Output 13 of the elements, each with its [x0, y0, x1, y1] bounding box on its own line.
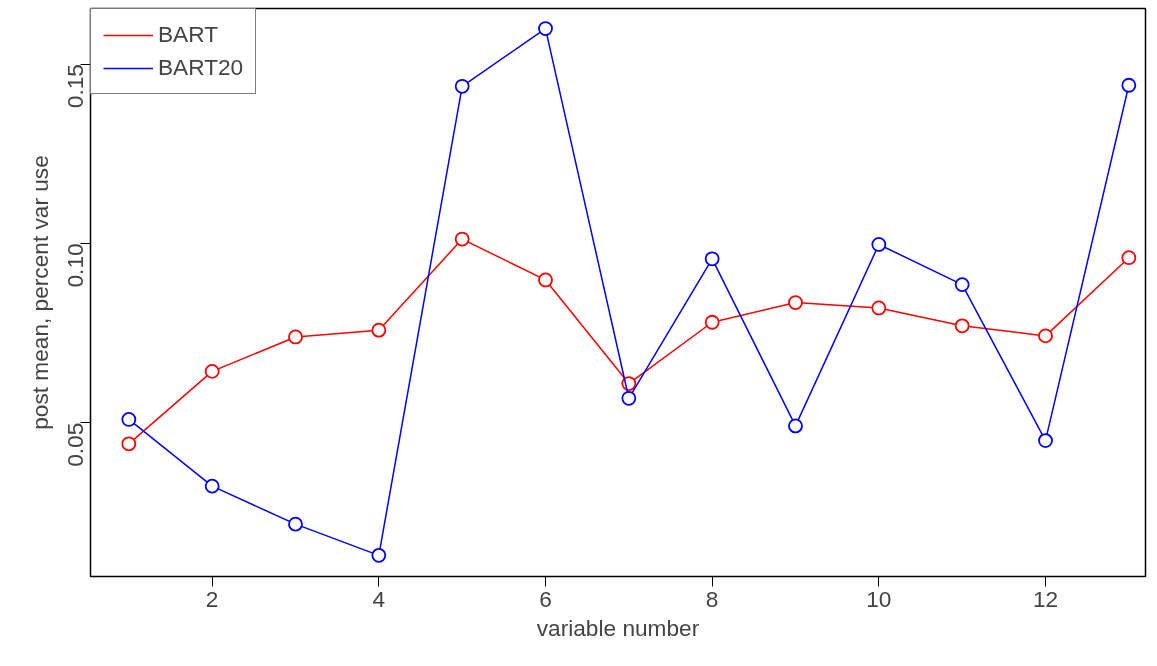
- x-tick-label: 6: [539, 585, 552, 612]
- legend-label: BART20: [158, 54, 244, 81]
- x-tick-label: 10: [866, 585, 892, 612]
- y-tick-label: 0.10: [62, 243, 88, 288]
- y-tick-label: 0.15: [62, 64, 88, 109]
- x-tick-label: 12: [1032, 585, 1059, 612]
- x-tick-label: 8: [705, 585, 719, 612]
- x-axis-title: variable number: [536, 614, 700, 641]
- x-tick-label: 4: [372, 585, 386, 612]
- y-tick-label: 0.05: [62, 422, 88, 467]
- legend-label: BART: [158, 21, 219, 48]
- x-tick-label: 2: [205, 585, 219, 612]
- y-axis-title: post mean, percent var use: [26, 155, 53, 430]
